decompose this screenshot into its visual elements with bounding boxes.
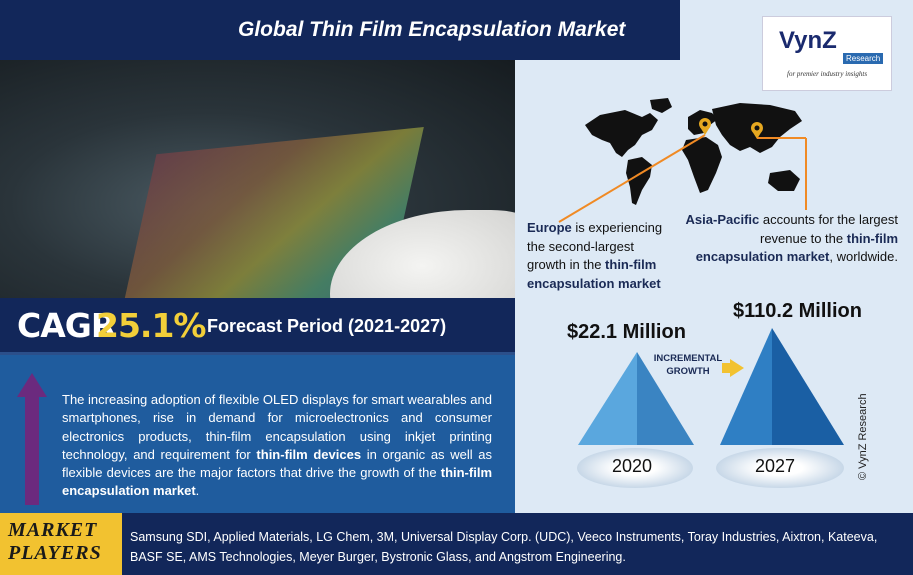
hero-photo [0,60,515,300]
growth-arrow-tail [722,363,731,373]
market-players-bar [0,513,913,575]
asia-highlight: thin-film encapsulation market [695,230,898,265]
pyramids [578,328,844,445]
incremental-line2: GROWTH [666,366,710,377]
asia-marker-icon [751,122,763,139]
description-bold1: thin-film devices [256,446,362,462]
description-text: The increasing adoption of flexible OLED… [62,391,492,501]
description-part1: The increasing adoption of flexible OLED… [62,392,492,462]
year-2020: 2020 [612,456,653,476]
description-part2: in organic as well as flexible devices a… [62,446,493,481]
europe-callout-text: Europe is experiencing the second-larges… [527,219,672,293]
asia-callout-text: Asia-Pacific accounts for the largest re… [680,211,898,267]
cagr-value: 25.1% [96,306,206,345]
value-2027: $110.2 Million [733,300,862,322]
base-2027 [716,448,844,488]
asia-label: Asia-Pacific [685,212,760,227]
pyramid-2027-left-face [720,328,772,445]
europe-marker-icon [699,118,711,135]
europe-label: Europe [527,220,572,235]
year-2027: 2027 [755,456,796,476]
description-panel [0,355,515,513]
description-part3: . [195,483,200,499]
incremental-growth-label: INCREMENTAL GROWTH [647,352,729,378]
cagr-label: CAGR [17,306,116,345]
pyramid-2020-right-face [637,352,694,445]
players-label-line1: MARKET [8,519,98,541]
pyramid-2027-right-face [772,328,844,445]
cagr-bar: CAGR 25.1% Forecast Period (2021-2027) [0,298,515,355]
up-arrow-icon [17,373,47,397]
vynz-logo: VynZ Research for premier industry insig… [762,16,892,91]
pyramid-2020-left-face [578,352,637,445]
market-players-label-box [0,513,122,575]
world-map [585,98,802,205]
market-players-list: Samsung SDI, Applied Materials, LG Chem,… [130,530,878,564]
logo-sub-text: for premier industry insights [787,70,868,78]
page-title: Global Thin Film Encapsulation Market [238,18,626,41]
incremental-line1: INCREMENTAL [653,353,723,364]
logo-main-text: VynZ [779,27,837,54]
logo-tag-text: Research [843,53,884,64]
base-2020 [577,448,693,488]
forecast-period: Forecast Period (2021-2027) [207,316,447,336]
australia-shape [768,170,800,191]
market-players-label: MARKET PLAYERS [8,519,102,565]
players-label-line2: PLAYERS [8,542,102,564]
greenland-shape [650,98,672,113]
south-america-shape [626,157,652,205]
copyright-watermark: © VynZ Research [857,393,869,480]
growth-arrow-icon [730,359,744,377]
europe-highlight: thin-film encapsulation market [527,257,661,291]
asia-body-end: , worldwide. [829,249,898,264]
europe-body: is experiencing the second-largest growt… [527,220,663,272]
up-arrow-shaft [25,395,39,505]
title-bar [0,0,680,60]
africa-shape [682,137,722,193]
asia-body: accounts for the largest revenue to the [759,212,898,246]
value-2020: $22.1 Million [567,321,686,343]
north-america-shape [585,110,658,157]
description-bold2: thin-film encapsulation market [62,465,492,499]
